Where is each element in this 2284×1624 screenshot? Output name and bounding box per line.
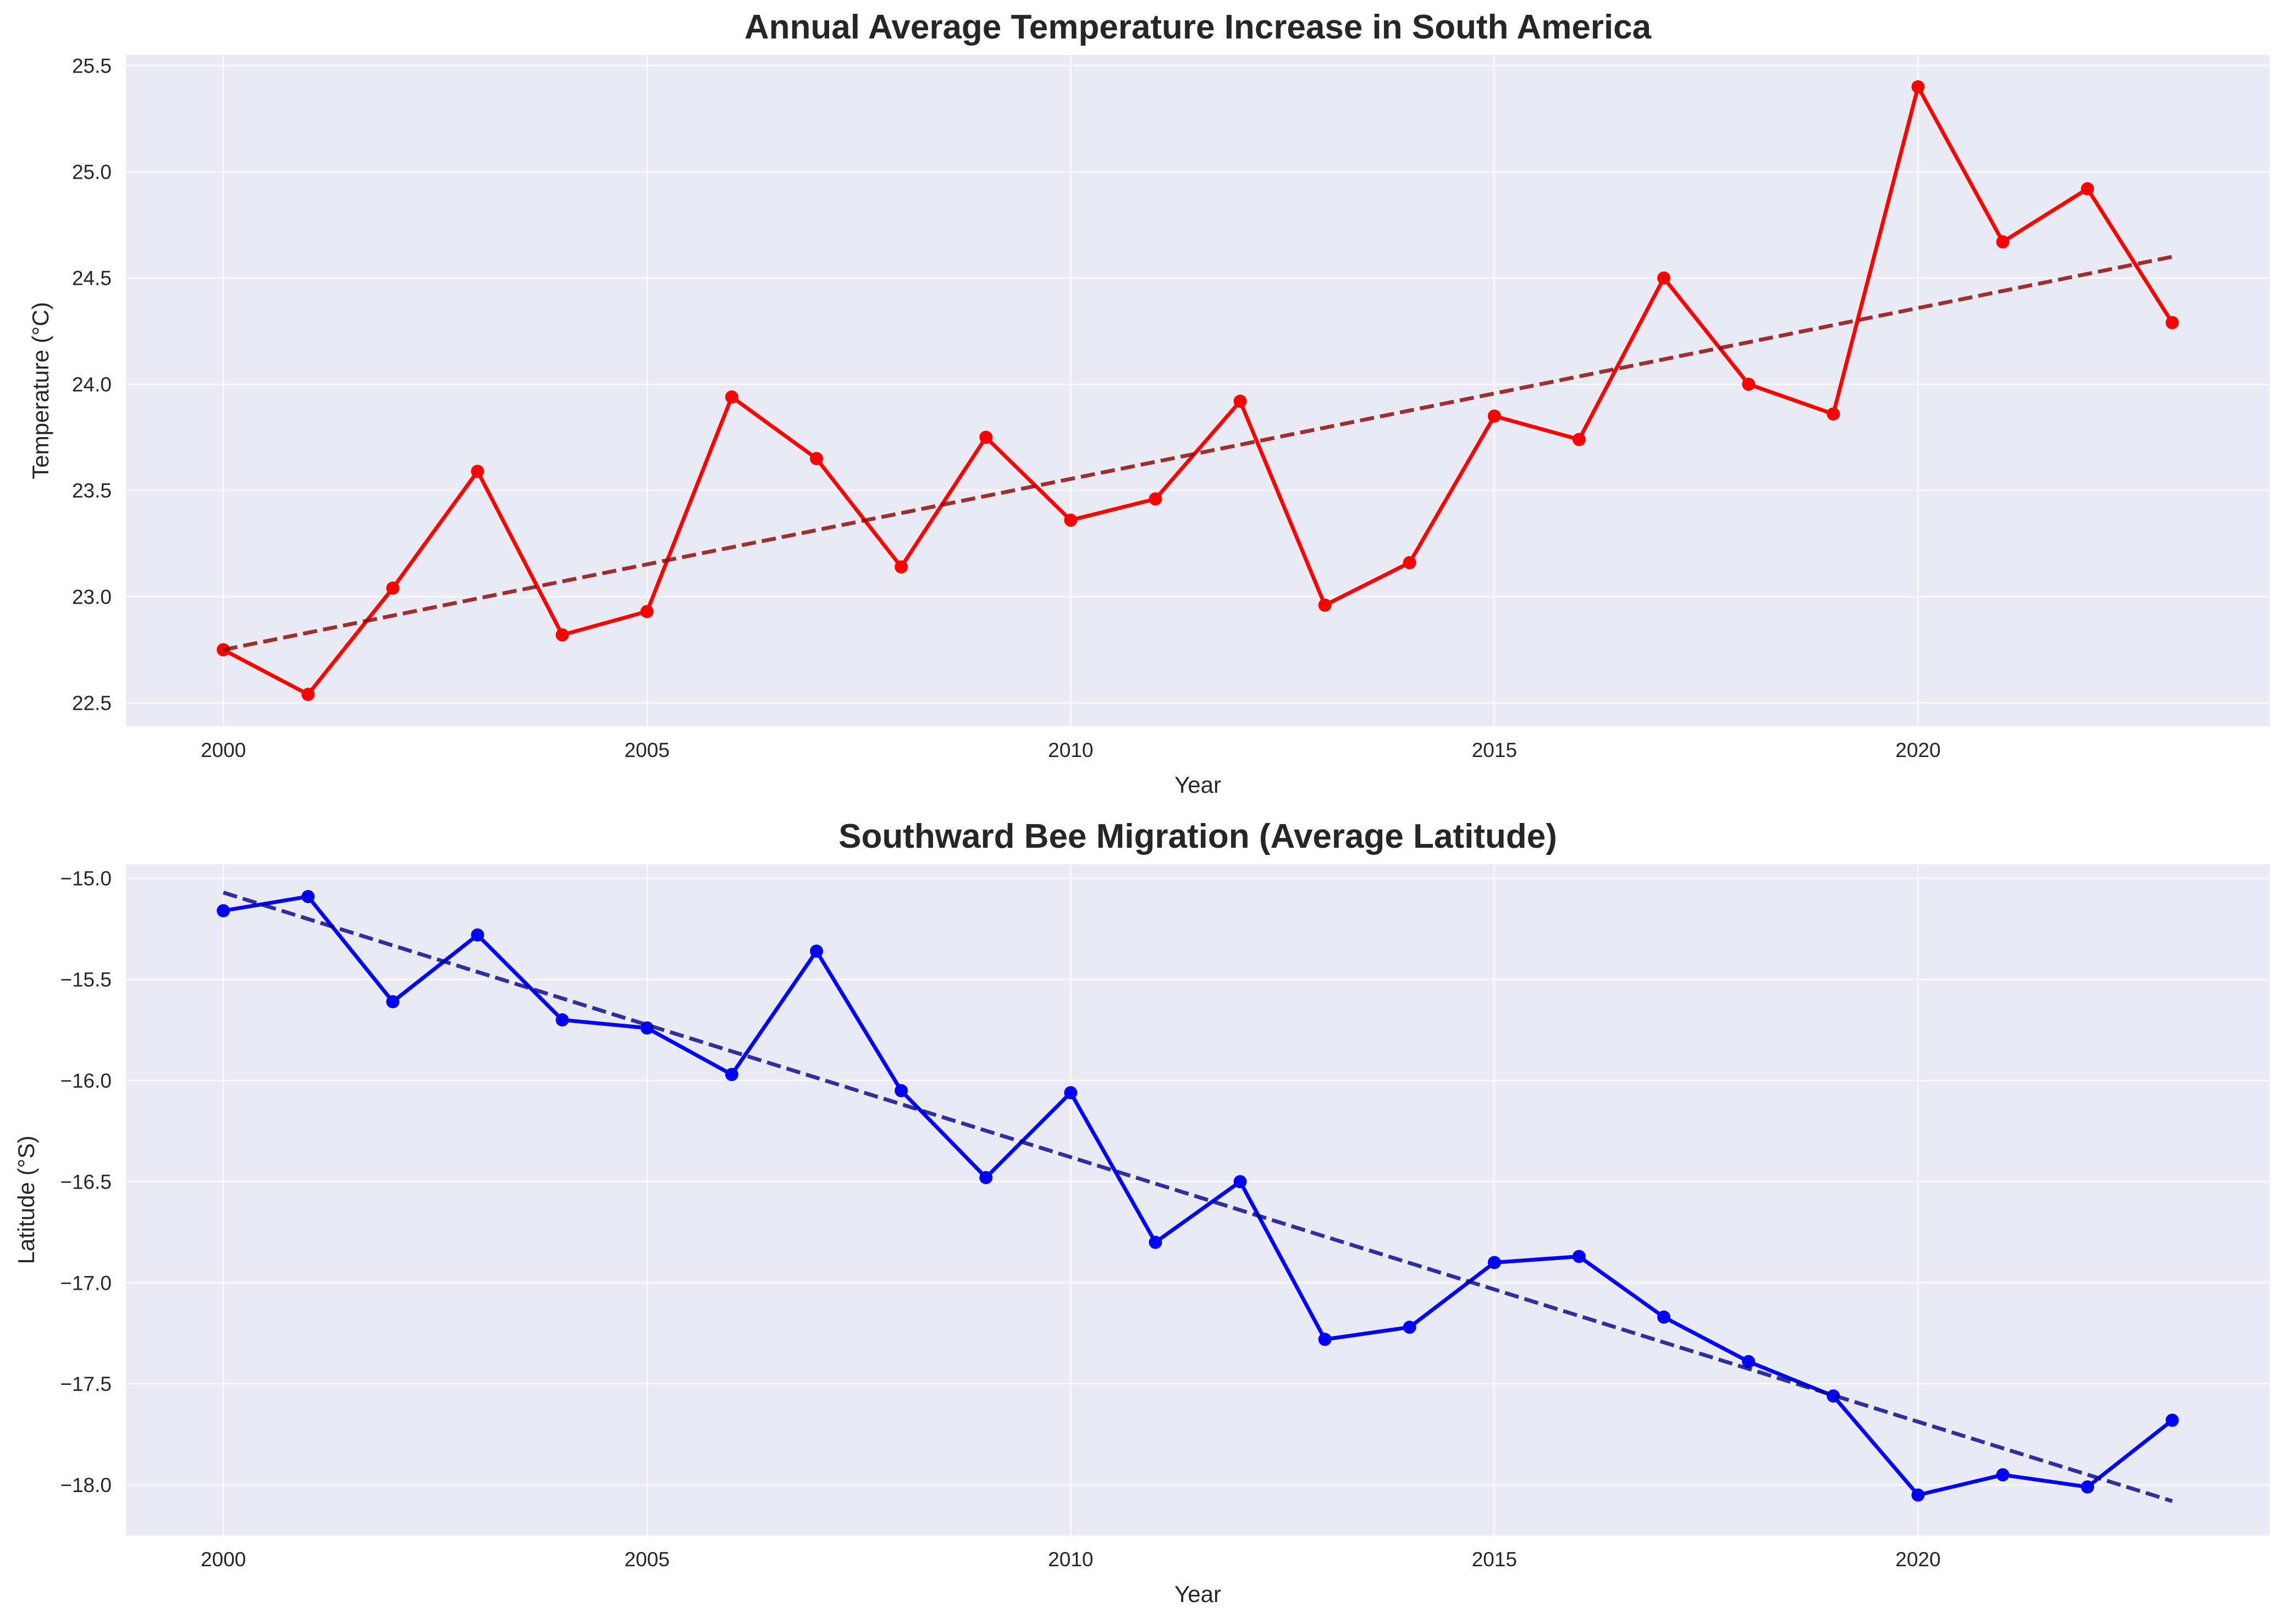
temperature-data-point — [979, 430, 993, 444]
temperature-y-axis-label: Temperature (°C) — [27, 302, 53, 479]
migration-y-tick-label: −18.0 — [60, 1474, 112, 1496]
temperature-data-point — [725, 390, 738, 404]
migration-data-point — [217, 904, 230, 918]
temperature-data-point — [1487, 409, 1501, 423]
temperature-data-point — [1827, 407, 1840, 421]
temperature-data-point — [1233, 394, 1247, 408]
migration-data-point — [471, 928, 484, 942]
temperature-data-point — [1318, 598, 1332, 612]
temperature-x-tick-label: 2005 — [625, 739, 670, 761]
migration-x-tick-label: 2010 — [1048, 1548, 1093, 1571]
temperature-y-tick-label: 24.0 — [72, 373, 112, 396]
temperature-y-tick-label: 24.5 — [72, 267, 112, 290]
temperature-data-point — [1742, 377, 1756, 391]
migration-chart-panel: 2000 2005 2010 2015 2020 −18.0 −17.5 −17.0 −16.5… — [13, 817, 2270, 1607]
temperature-data-point — [1064, 513, 1078, 527]
temperature-trend-line — [223, 255, 2173, 652]
temperature-x-tick-label: 2015 — [1472, 739, 1517, 761]
temperature-data-point — [2165, 316, 2179, 329]
migration-data-point — [301, 890, 315, 903]
temperature-data-point — [386, 581, 400, 595]
migration-data-point — [1827, 1389, 1840, 1403]
migration-data-point — [979, 1171, 993, 1185]
migration-data-point — [1403, 1321, 1416, 1334]
migration-y-tick-label: −17.0 — [60, 1272, 112, 1294]
migration-x-tick-label: 2020 — [1895, 1548, 1940, 1571]
temperature-y-tick-label: 25.0 — [72, 161, 112, 184]
migration-plot-area — [126, 864, 2270, 1535]
migration-y-tick-label: −15.5 — [60, 969, 112, 991]
temperature-data-point — [1911, 80, 1925, 93]
migration-data-point — [1318, 1333, 1332, 1346]
temperature-y-tick-label: 22.5 — [72, 692, 112, 714]
temperature-data-line — [222, 85, 2174, 697]
migration-x-axis-label: Year — [1174, 1581, 1221, 1607]
temperature-data-point — [1403, 556, 1416, 570]
migration-data-point — [725, 1068, 738, 1081]
temperature-chart-panel: 2000 2005 2010 2015 2020 22.5 23.0 23.5 24.0 24.5… — [27, 8, 2270, 798]
temperature-y-tick-label: 23.0 — [72, 585, 112, 608]
migration-y-tick-label: −16.5 — [60, 1170, 112, 1193]
migration-data-point — [1657, 1310, 1671, 1324]
migration-chart-title: Southward Bee Migration (Average Latitud… — [838, 817, 1557, 855]
migration-data-point — [1064, 1086, 1078, 1100]
migration-data-point — [2081, 1480, 2094, 1494]
migration-data-point — [1742, 1355, 1756, 1368]
migration-data-point — [1233, 1175, 1247, 1189]
migration-data-point — [555, 1013, 569, 1027]
temperature-data-point — [1572, 433, 1586, 446]
temperature-y-tick-label: 25.5 — [72, 54, 112, 77]
temperature-data-point — [1149, 492, 1162, 506]
migration-trend-line — [223, 891, 2173, 1503]
temperature-x-tick-label: 2020 — [1895, 739, 1940, 761]
temperature-y-tick-label: 23.5 — [72, 479, 112, 502]
temperature-chart-title: Annual Average Temperature Increase in S… — [744, 8, 1652, 46]
migration-data-point — [1572, 1250, 1586, 1263]
migration-data-point — [1487, 1256, 1501, 1269]
migration-data-point — [895, 1084, 908, 1097]
migration-x-tick-label: 2015 — [1472, 1548, 1517, 1571]
migration-data-line — [223, 894, 2173, 1497]
temperature-data-point — [2081, 182, 2094, 196]
migration-data-point — [810, 944, 824, 958]
migration-y-tick-label: −16.0 — [60, 1070, 112, 1092]
temperature-x-axis-label: Year — [1174, 772, 1221, 798]
temperature-data-point — [471, 465, 484, 478]
migration-data-point — [2165, 1413, 2179, 1427]
migration-x-tick-label: 2000 — [201, 1548, 246, 1571]
migration-x-tick-label: 2005 — [625, 1548, 670, 1571]
temperature-data-point — [1657, 271, 1671, 285]
temperature-data-point — [1996, 235, 2010, 249]
temperature-data-point — [895, 560, 908, 574]
temperature-x-tick-label: 2000 — [201, 739, 246, 761]
temperature-data-point — [301, 688, 315, 701]
temperature-data-point — [555, 628, 569, 642]
temperature-plot-area — [126, 55, 2270, 726]
temperature-data-point — [810, 452, 824, 466]
migration-data-point — [386, 995, 400, 1009]
migration-data-point — [1149, 1235, 1162, 1249]
migration-y-tick-label: −17.5 — [60, 1373, 112, 1395]
migration-data-point — [1911, 1488, 1925, 1502]
temperature-data-point — [640, 605, 654, 618]
migration-y-axis-label: Latitude (°S) — [13, 1136, 39, 1264]
migration-data-point — [1996, 1468, 2010, 1482]
migration-y-tick-label: −15.0 — [60, 868, 112, 890]
temperature-x-tick-label: 2010 — [1048, 739, 1093, 761]
